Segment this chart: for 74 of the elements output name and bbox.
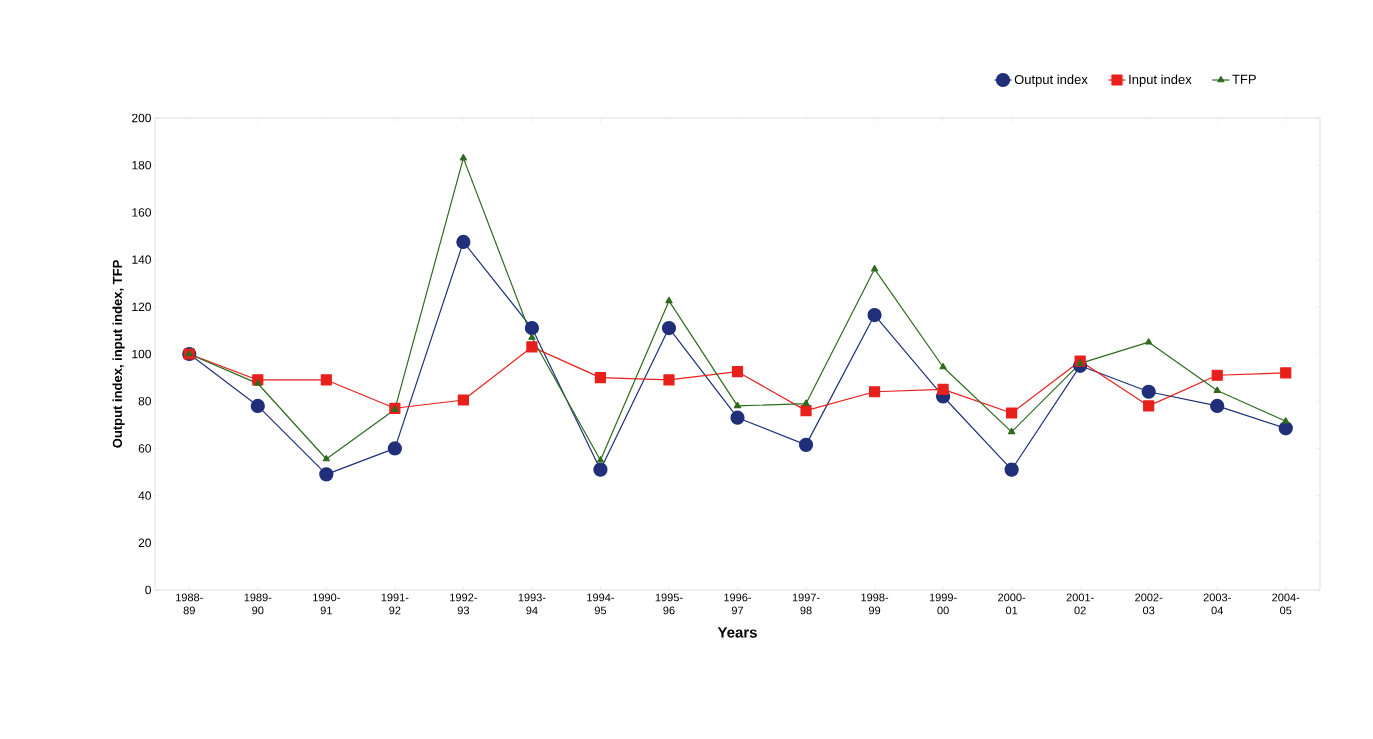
x-tick-label: 1995- 96 (655, 593, 683, 615)
point (524, 320, 540, 336)
y-tick-label: 180 (132, 160, 151, 170)
point (730, 410, 745, 425)
y-tick-label: 100 (132, 349, 151, 359)
point (319, 467, 334, 482)
point (733, 401, 742, 409)
x-tick-label: 1988- 89 (176, 593, 203, 615)
point (867, 307, 882, 323)
point (802, 399, 810, 406)
legend-label: TFP (1232, 74, 1256, 84)
y-axis-title: Output index, input index, TFP (112, 260, 125, 448)
point (593, 462, 608, 477)
x-tick-label: 1993- 94 (518, 593, 546, 615)
x-tick-label: 1998- 99 (861, 593, 889, 615)
x-tick-label: 1991- 92 (381, 593, 409, 615)
point (594, 372, 607, 384)
x-tick-label: 2003- 04 (1203, 593, 1231, 615)
legend-label: Output index (1014, 74, 1088, 87)
y-tick-label: 120 (132, 302, 151, 312)
point (1145, 338, 1153, 345)
y-tick-label: 140 (132, 255, 151, 264)
point (1282, 417, 1290, 424)
x-tick-label: 1992- 93 (450, 593, 477, 615)
point (459, 154, 468, 161)
point (1004, 462, 1019, 477)
point (937, 383, 949, 395)
point (456, 234, 471, 249)
y-tick-label: 40 (138, 491, 151, 500)
y-tick-label: 200 (132, 113, 151, 123)
point (320, 374, 332, 386)
point (798, 437, 814, 452)
x-tick-label: 2004- 05 (1272, 593, 1300, 615)
point (939, 362, 947, 370)
y-tick-label: 160 (132, 208, 151, 217)
x-tick-label: 2002- 03 (1135, 593, 1163, 615)
point (250, 398, 265, 414)
point (800, 405, 812, 417)
point (1076, 359, 1084, 366)
point (457, 394, 469, 406)
x-axis-title: Years (717, 627, 757, 638)
point (663, 374, 675, 386)
y-tick-label: 80 (138, 396, 151, 406)
point (1141, 384, 1156, 399)
legend-label: Input index (1129, 74, 1192, 87)
point (1006, 407, 1018, 419)
point (322, 454, 330, 462)
point (661, 320, 677, 336)
point (870, 264, 879, 272)
x-tick-label: 1989- 90 (244, 593, 272, 615)
y-tick-label: 0 (145, 585, 152, 595)
point (528, 333, 536, 340)
point (665, 296, 673, 304)
point (1143, 400, 1155, 412)
point (1280, 367, 1292, 379)
point (387, 441, 402, 456)
y-tick-label: 60 (138, 444, 151, 453)
point (596, 456, 605, 463)
point (868, 386, 881, 398)
x-tick-label: 2000- 01 (998, 593, 1026, 615)
point (1210, 398, 1225, 414)
x-tick-label: 1999- 00 (929, 593, 957, 615)
point (1213, 386, 1221, 393)
point (254, 379, 262, 386)
x-tick-label: 1994- 95 (587, 593, 615, 615)
x-tick-label: 1996- 97 (724, 593, 752, 615)
y-tick-label: 20 (138, 538, 151, 548)
point (526, 341, 538, 353)
point (731, 366, 744, 378)
point (1007, 427, 1016, 435)
x-tick-label: 1997- 98 (792, 593, 820, 615)
x-tick-label: 2001- 02 (1066, 593, 1094, 615)
point (1211, 369, 1223, 381)
x-tick-label: 1990- 91 (313, 593, 340, 615)
